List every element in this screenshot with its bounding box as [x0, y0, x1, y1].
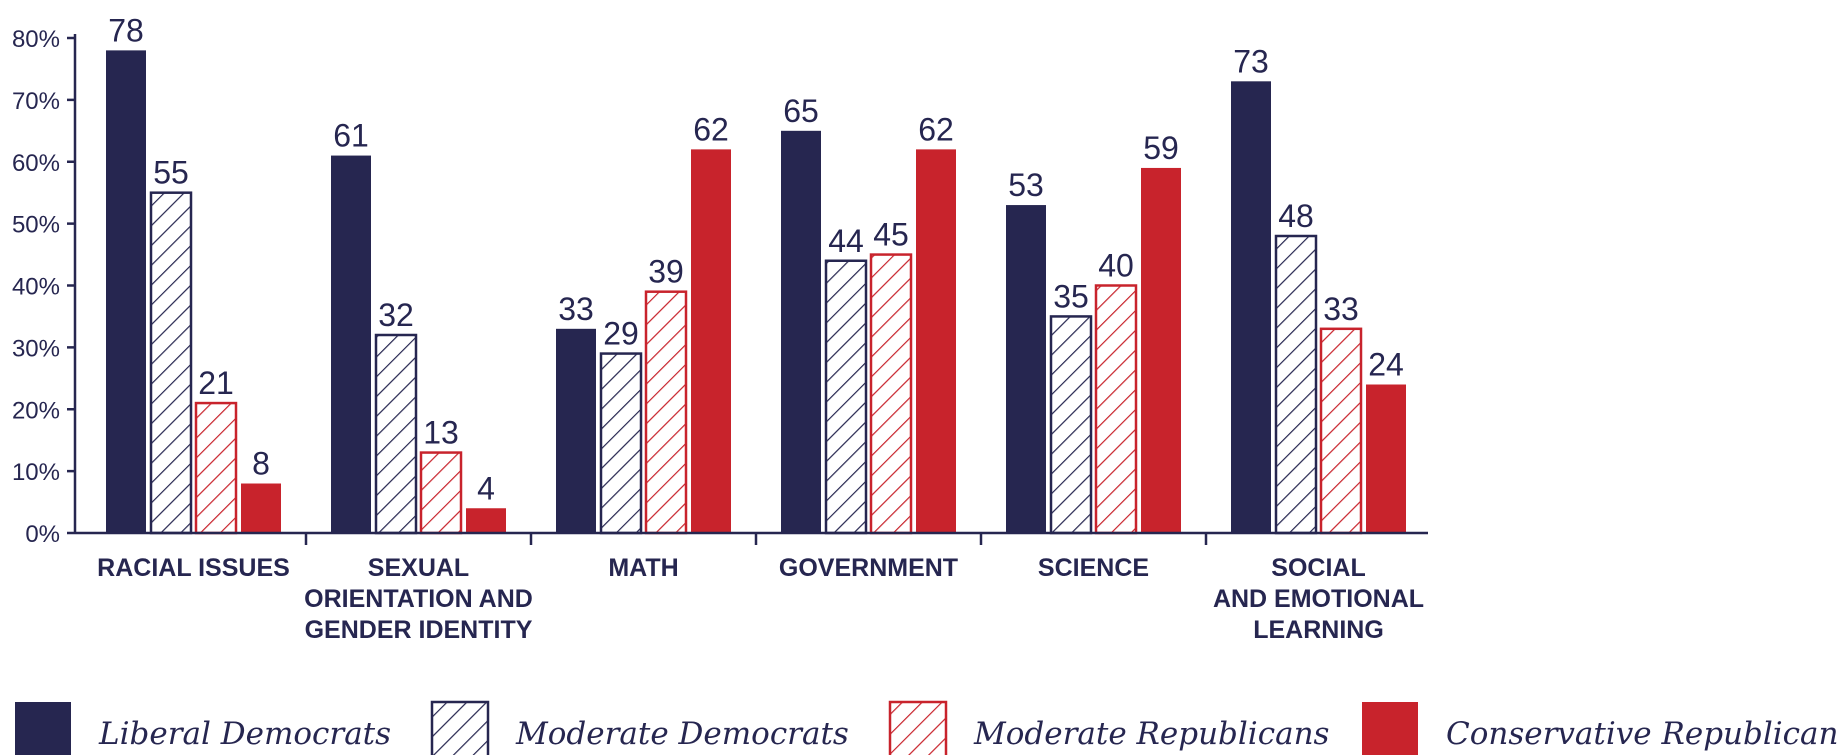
legend-label-moderate-democrats: Moderate Democrats — [515, 716, 849, 752]
data-label: 33 — [1323, 291, 1359, 327]
legend-swatch-moderate-democrats — [430, 700, 490, 755]
data-label: 48 — [1278, 198, 1314, 234]
data-label: 32 — [378, 297, 414, 333]
bar-conservative-republicans — [691, 149, 731, 533]
data-label: 21 — [198, 365, 234, 401]
value-labels: 78 61 33 65 53 73 55 32 29 44 35 48 21 13 39 45 40 33 8 4 62… — [108, 12, 1404, 506]
data-label: 39 — [648, 254, 684, 290]
data-label: 61 — [333, 118, 369, 154]
y-tick-label: 80% — [12, 26, 60, 53]
bar-moderate-democrats — [599, 352, 643, 535]
data-label: 62 — [693, 111, 729, 147]
bar-conservative-republicans — [916, 149, 956, 533]
legend-label-moderate-republicans: Moderate Republicans — [973, 716, 1329, 752]
x-tick-label: MATH — [608, 554, 678, 582]
bar-conservative-republicans — [466, 508, 506, 533]
y-tick-label: 40% — [12, 274, 60, 301]
bar-moderate-democrats — [1274, 234, 1318, 535]
bars — [106, 50, 1406, 535]
x-tick-label: SEXUAL ORIENTATION AND GENDER IDENTITY — [304, 554, 533, 644]
y-tick-label: 0% — [25, 521, 60, 548]
legend-label-liberal-democrats: Liberal Democrats — [98, 716, 391, 752]
legend-label-conservative-republicans: Conservative Republicans — [1446, 716, 1837, 752]
x-axis: RACIAL ISSUES SEXUAL ORIENTATION AND GENDER… — [75, 531, 1428, 644]
data-label: 59 — [1143, 130, 1179, 166]
bar-liberal-democrats — [1231, 81, 1271, 533]
bar-moderate-republicans — [419, 451, 463, 535]
data-label: 73 — [1233, 43, 1269, 79]
data-label: 8 — [252, 446, 270, 482]
data-label: 78 — [108, 12, 144, 48]
bar-conservative-republicans — [1141, 167, 1181, 533]
y-tick-label: 30% — [12, 335, 60, 362]
bar-conservative-republicans — [1366, 384, 1406, 533]
y-tick-label: 20% — [12, 397, 60, 424]
bar-moderate-republicans — [869, 253, 913, 535]
y-tick-label: 10% — [12, 459, 60, 486]
bar-liberal-democrats — [331, 155, 371, 533]
legend-swatch-moderate-republicans — [888, 700, 948, 755]
y-tick-label: 70% — [12, 88, 60, 115]
x-tick-label: SOCIAL AND EMOTIONAL LEARNING — [1213, 554, 1424, 644]
bar-conservative-republicans — [241, 483, 281, 533]
legend: Liberal Democrats Moderate Democrats Moder… — [15, 700, 1837, 755]
legend-swatch-conservative-republicans — [1362, 702, 1418, 755]
bar-moderate-republicans — [644, 290, 688, 535]
bar-moderate-democrats — [374, 333, 418, 535]
bar-liberal-democrats — [1006, 205, 1046, 533]
x-tick-label: GOVERNMENT — [779, 554, 958, 582]
bar-moderate-democrats — [1049, 315, 1093, 535]
data-label: 62 — [918, 111, 954, 147]
bar-liberal-democrats — [781, 130, 821, 533]
bar-moderate-republicans — [1094, 284, 1138, 535]
bar-moderate-democrats — [824, 259, 868, 535]
bar-moderate-republicans — [1319, 327, 1363, 535]
bar-moderate-republicans — [194, 401, 238, 535]
bar-moderate-democrats — [149, 191, 193, 535]
bar-liberal-democrats — [556, 328, 596, 533]
y-tick-label: 60% — [12, 150, 60, 177]
data-label: 40 — [1098, 248, 1134, 284]
data-label: 65 — [783, 93, 819, 129]
x-tick-label: SCIENCE — [1038, 554, 1149, 582]
data-label: 55 — [153, 155, 189, 191]
data-label: 45 — [873, 217, 909, 253]
data-label: 24 — [1368, 347, 1404, 383]
data-label: 4 — [477, 470, 495, 506]
data-label: 53 — [1008, 167, 1044, 203]
y-axis: 0% 10% 20% 30% 40% 50% 60% 70% 80% — [12, 26, 77, 548]
legend-swatch-liberal-democrats — [15, 702, 71, 755]
data-label: 33 — [558, 291, 594, 327]
data-label: 13 — [423, 415, 459, 451]
data-label: 29 — [603, 316, 639, 352]
data-label: 35 — [1053, 278, 1089, 314]
x-tick-label: RACIAL ISSUES — [97, 554, 290, 582]
bar-liberal-democrats — [106, 50, 146, 533]
data-label: 44 — [828, 223, 864, 259]
y-tick-label: 50% — [12, 212, 60, 239]
